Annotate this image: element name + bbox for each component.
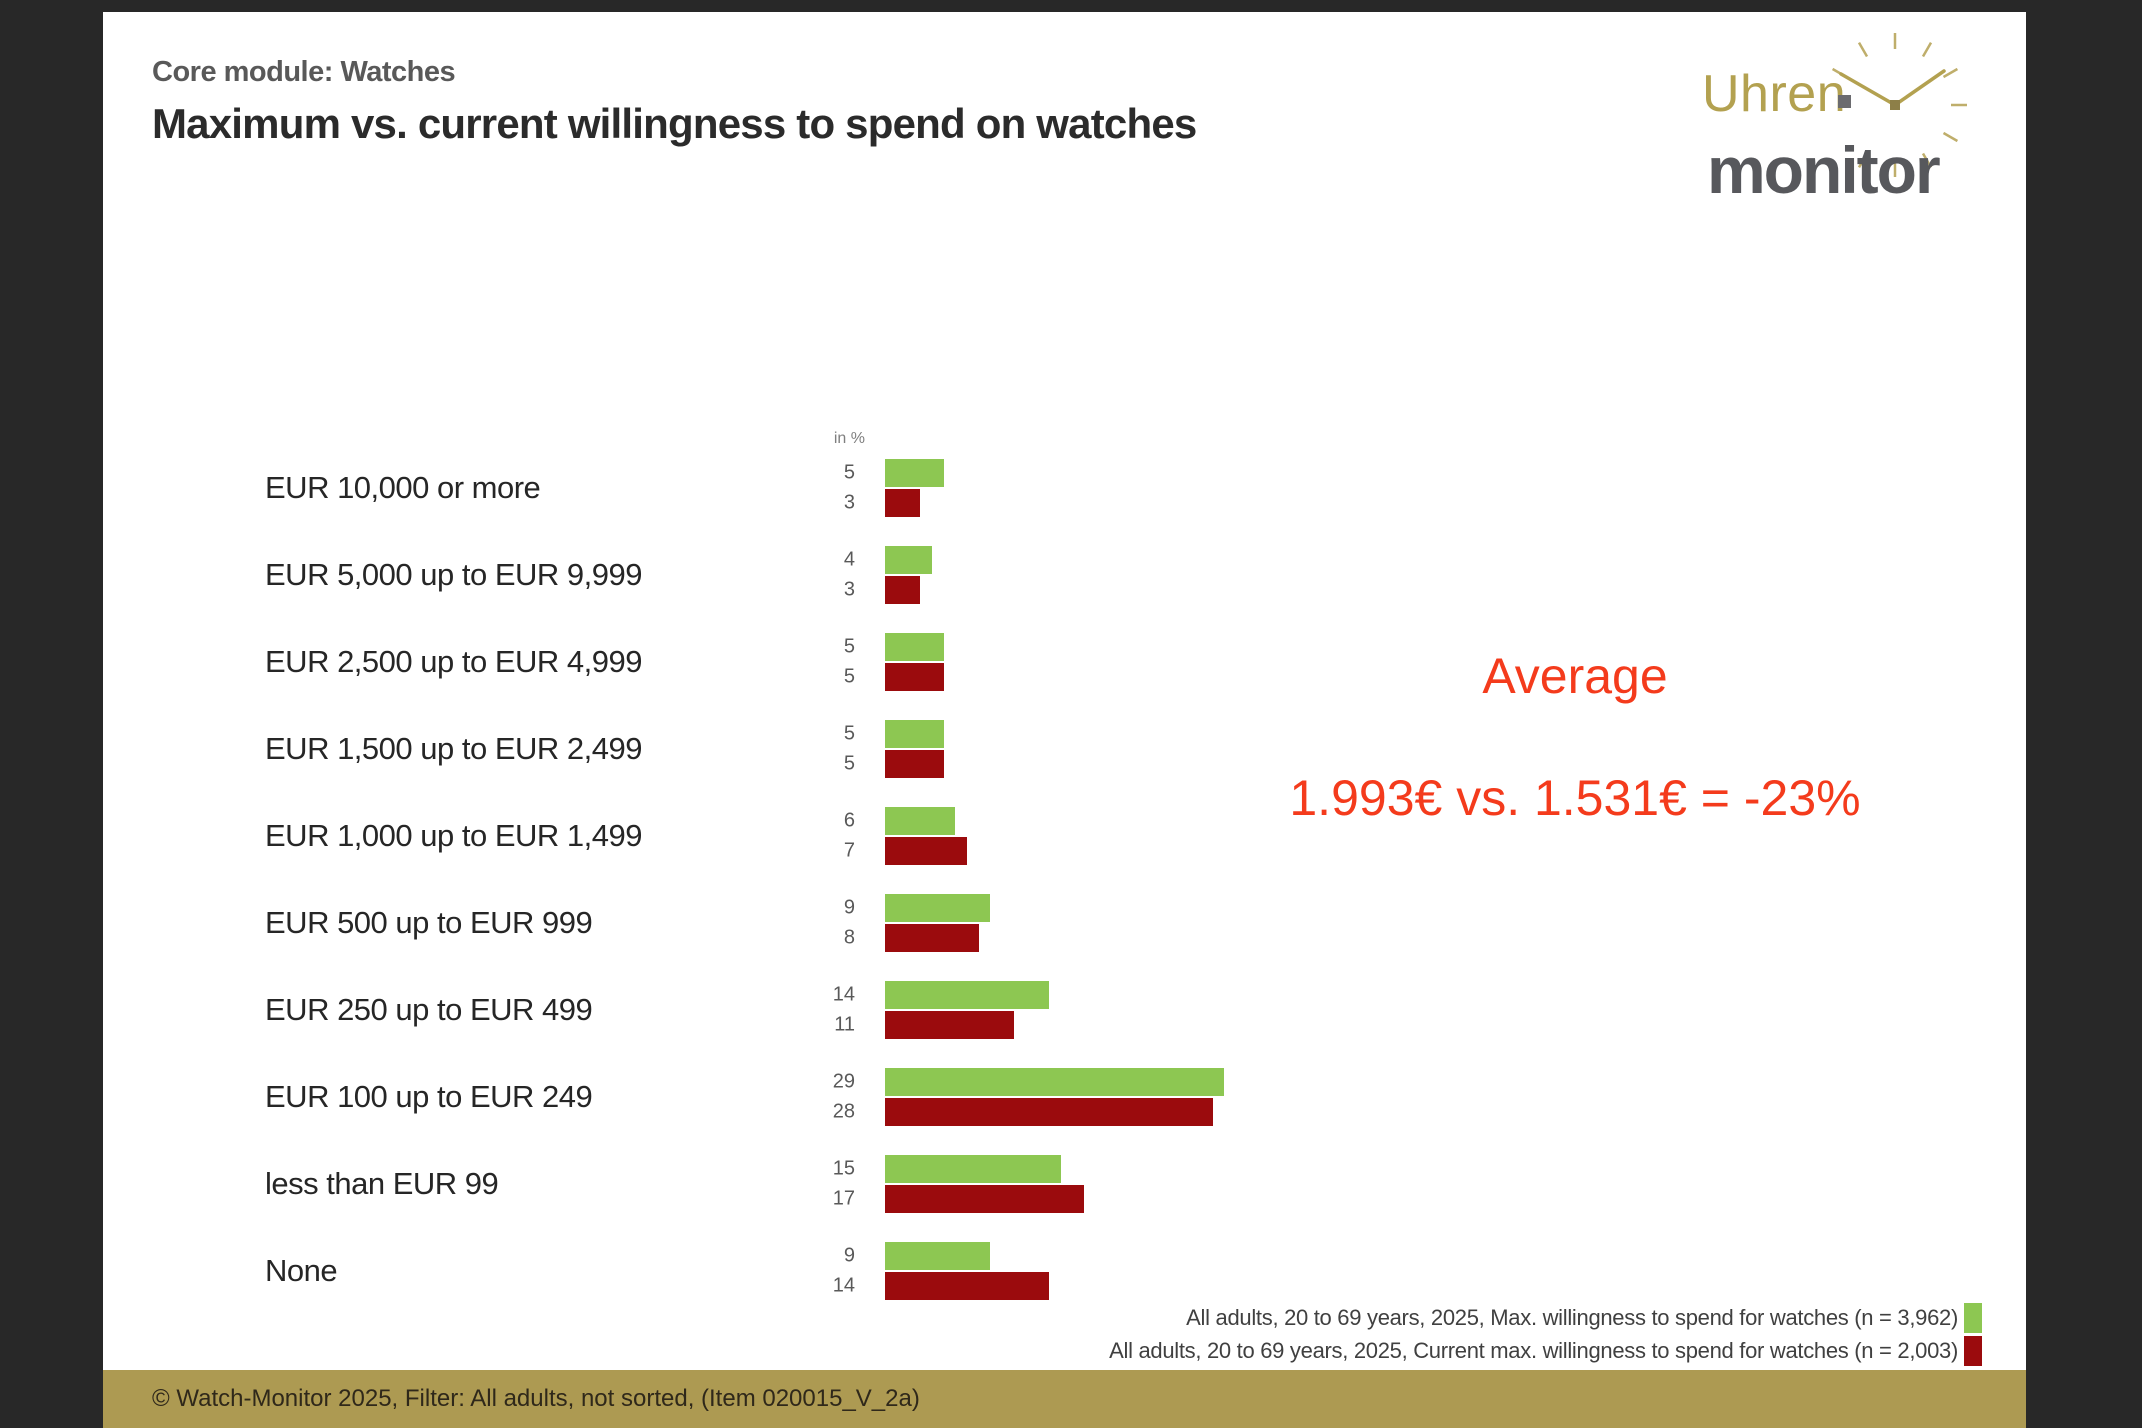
legend-item: All adults, 20 to 69 years, 2025, Max. w… bbox=[1186, 1303, 1982, 1333]
page-title: Maximum vs. current willingness to spend… bbox=[152, 100, 1197, 147]
bar-current-willingness bbox=[885, 1098, 1213, 1126]
category-label: EUR 10,000 or more bbox=[265, 470, 541, 505]
value-label-current: 5 bbox=[843, 752, 855, 775]
average-detail: 1.993€ vs. 1.531€ = -23% bbox=[1289, 770, 1861, 826]
chart-row: EUR 500 up to EUR 999 9 8 bbox=[103, 894, 2026, 954]
slide: Core module: Watches Maximum vs. current… bbox=[103, 12, 2026, 1428]
value-label-max: 9 bbox=[843, 896, 855, 919]
value-label-current: 8 bbox=[843, 926, 855, 949]
legend-label: All adults, 20 to 69 years, 2025, Curren… bbox=[1109, 1338, 1958, 1363]
bar-max-willingness bbox=[885, 459, 944, 487]
chart-row: EUR 100 up to EUR 249 29 28 bbox=[103, 1068, 2026, 1128]
logo-word-monitor: monitor bbox=[1707, 133, 1941, 207]
legend-item: All adults, 20 to 69 years, 2025, Curren… bbox=[1109, 1336, 1982, 1366]
bar-current-willingness bbox=[885, 837, 967, 865]
chart-row: less than EUR 99 15 17 bbox=[103, 1155, 2026, 1215]
bar-current-willingness bbox=[885, 924, 979, 952]
value-label-current: 28 bbox=[832, 1100, 855, 1123]
value-label-current: 3 bbox=[843, 491, 855, 514]
category-label: EUR 5,000 up to EUR 9,999 bbox=[265, 557, 642, 592]
value-label-max: 5 bbox=[843, 722, 855, 745]
logo-word-uhren: Uhren bbox=[1702, 65, 1847, 123]
value-label-max: 5 bbox=[843, 461, 855, 484]
bar-max-willingness bbox=[885, 1068, 1224, 1096]
logo-dot bbox=[1838, 95, 1851, 108]
bar-max-willingness bbox=[885, 894, 990, 922]
bar-max-willingness bbox=[885, 1155, 1061, 1183]
bar-max-willingness bbox=[885, 807, 955, 835]
bar-max-willingness bbox=[885, 1242, 990, 1270]
footer-band: © Watch-Monitor 2025, Filter: All adults… bbox=[103, 1370, 2026, 1428]
chart-legend: All adults, 20 to 69 years, 2025, Max. w… bbox=[1109, 1303, 1982, 1366]
value-label-current: 14 bbox=[832, 1274, 855, 1297]
value-label-max: 15 bbox=[832, 1157, 855, 1180]
category-label: less than EUR 99 bbox=[265, 1166, 499, 1201]
chart-row: None 9 14 bbox=[103, 1242, 2026, 1302]
chart-row: EUR 5,000 up to EUR 9,999 4 3 bbox=[103, 546, 2026, 606]
bar-current-willingness bbox=[885, 750, 944, 778]
category-label: EUR 1,500 up to EUR 2,499 bbox=[265, 731, 642, 766]
legend-swatch bbox=[1964, 1336, 1982, 1366]
legend-label: All adults, 20 to 69 years, 2025, Max. w… bbox=[1186, 1305, 1958, 1330]
bar-max-willingness bbox=[885, 633, 944, 661]
bar-current-willingness bbox=[885, 1185, 1084, 1213]
bar-max-willingness bbox=[885, 981, 1049, 1009]
chart-row: EUR 10,000 or more 5 3 bbox=[103, 459, 2026, 519]
slide-kicker: Core module: Watches bbox=[152, 56, 456, 88]
bar-current-willingness bbox=[885, 489, 920, 517]
bar-max-willingness bbox=[885, 546, 932, 574]
chart-row: EUR 1,000 up to EUR 1,499 6 7 bbox=[103, 807, 2026, 867]
bar-current-willingness bbox=[885, 1272, 1049, 1300]
chart-row: EUR 2,500 up to EUR 4,999 5 5 bbox=[103, 633, 2026, 693]
axis-units-label: in % bbox=[833, 430, 865, 447]
category-label: EUR 250 up to EUR 499 bbox=[265, 992, 593, 1027]
category-label: EUR 500 up to EUR 999 bbox=[265, 905, 593, 940]
category-label: EUR 1,000 up to EUR 1,499 bbox=[265, 818, 642, 853]
value-label-current: 3 bbox=[843, 578, 855, 601]
bar-current-willingness bbox=[885, 663, 944, 691]
bar-current-willingness bbox=[885, 576, 920, 604]
bar-max-willingness bbox=[885, 720, 944, 748]
legend-swatch bbox=[1964, 1303, 1982, 1333]
category-label: EUR 100 up to EUR 249 bbox=[265, 1079, 593, 1114]
value-label-max: 9 bbox=[843, 1244, 855, 1267]
value-label-current: 11 bbox=[834, 1013, 855, 1036]
value-label-max: 4 bbox=[843, 548, 855, 571]
value-label-max: 6 bbox=[843, 809, 855, 832]
clock-icon bbox=[1831, 33, 1967, 177]
value-label-current: 5 bbox=[843, 665, 855, 688]
category-label: EUR 2,500 up to EUR 4,999 bbox=[265, 644, 642, 679]
uhren-monitor-logo: Uhren monitor bbox=[1663, 24, 2026, 214]
footer-note: © Watch-Monitor 2025, Filter: All adults… bbox=[152, 1385, 920, 1412]
chart-row: EUR 250 up to EUR 499 14 11 bbox=[103, 981, 2026, 1041]
value-label-max: 14 bbox=[832, 983, 855, 1006]
value-label-current: 7 bbox=[843, 839, 855, 862]
category-label: None bbox=[265, 1253, 338, 1288]
value-label-current: 17 bbox=[832, 1187, 855, 1210]
value-label-max: 29 bbox=[832, 1070, 855, 1093]
value-label-max: 5 bbox=[843, 635, 855, 658]
bar-current-willingness bbox=[885, 1011, 1014, 1039]
chart-row: EUR 1,500 up to EUR 2,499 5 5 bbox=[103, 720, 2026, 780]
average-heading: Average bbox=[1482, 648, 1668, 704]
